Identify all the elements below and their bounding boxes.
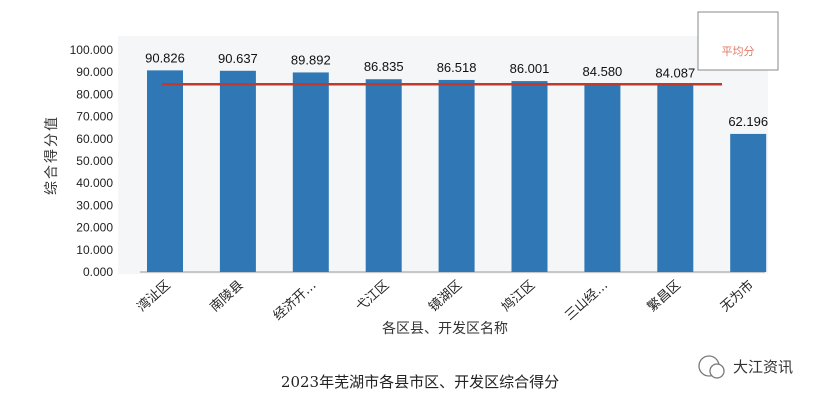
y-tick-label: 80.000 <box>76 87 113 101</box>
x-tick-label: 弋江区 <box>353 278 392 315</box>
x-tick-label: 经济开… <box>271 278 320 324</box>
bar <box>365 79 402 272</box>
x-tick-label: 繁昌区 <box>644 277 684 315</box>
y-tick-label: 90.000 <box>76 65 113 79</box>
x-tick-label: 无为市 <box>717 277 757 315</box>
x-tick-label: 南陵县 <box>207 277 247 315</box>
data-labels-group: 90.826 90.637 89.892 86.835 86.518 86.001 84.5… <box>145 50 768 129</box>
data-label: 86.001 <box>510 61 550 76</box>
category-labels-group: 湾沚区 南陵县 经济开… 弋江区 镜湖区 鸠江区 三山经… 繁昌区 无为市 <box>134 277 757 324</box>
data-label: 90.637 <box>218 51 258 66</box>
x-tick-label: 镜湖区 <box>426 278 465 315</box>
y-tick-label: 60.000 <box>76 132 113 146</box>
y-tick-label: 30.000 <box>76 198 113 212</box>
data-label: 89.892 <box>291 52 331 67</box>
y-tick-label: 40.000 <box>76 176 113 190</box>
watermark: 大江资讯 <box>698 355 793 379</box>
bar <box>511 81 548 272</box>
y-tick-label: 20.000 <box>76 221 113 235</box>
bar <box>292 72 329 272</box>
data-label: 86.835 <box>364 59 404 74</box>
bar <box>438 79 475 272</box>
bar <box>730 133 767 272</box>
bar <box>657 85 694 272</box>
x-tick-label: 鸠江区 <box>498 277 538 315</box>
data-label: 84.087 <box>655 65 695 80</box>
data-label: 86.518 <box>437 60 477 75</box>
bars-group <box>147 70 767 273</box>
legend-box <box>697 11 779 71</box>
bar <box>147 70 183 273</box>
x-axis-title: 各区县、开发区名称 <box>382 321 508 337</box>
legend-average-label: 平均分 <box>722 45 755 58</box>
x-tick-label: 湾沚区 <box>134 277 174 315</box>
data-label: 62.196 <box>728 114 768 129</box>
y-tick-label: 0.000 <box>83 265 113 279</box>
y-tick-label: 70.000 <box>76 110 113 124</box>
legend: 平均分 <box>697 11 779 71</box>
y-tick-label: 50.000 <box>76 154 113 168</box>
data-label: 90.826 <box>145 50 185 65</box>
y-axis-title: 综合得分值 <box>43 115 60 195</box>
y-tick-label: 100.000 <box>70 43 114 57</box>
y-axis: 0.000 10.000 20.000 30.000 40.000 50.000 60.00… <box>70 43 114 279</box>
bar <box>584 84 621 273</box>
y-tick-label: 10.000 <box>76 243 113 257</box>
bar <box>219 70 256 272</box>
watermark-text: 大江资讯 <box>733 358 793 376</box>
chart-title: 2023年芜湖市各县市区、开发区综合得分 <box>281 373 559 391</box>
x-tick-label: 三山经… <box>562 278 611 324</box>
data-label: 84.580 <box>583 64 623 79</box>
